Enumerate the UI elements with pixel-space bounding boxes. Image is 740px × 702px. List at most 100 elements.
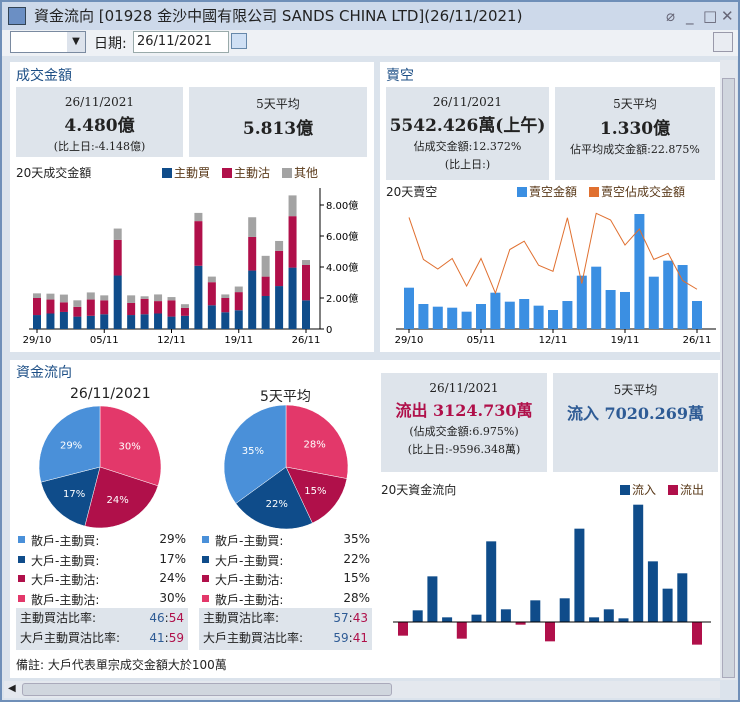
bar-主動沽 (302, 264, 310, 301)
short-bar (576, 275, 587, 329)
short-bar (677, 265, 688, 329)
short-bar (504, 301, 515, 329)
pie-slice-label: 24% (107, 495, 129, 506)
scroll-left-icon[interactable]: ◀ (8, 683, 16, 694)
legend-swatch (202, 594, 209, 602)
legend-label: 散戶-主動沽: (31, 592, 100, 607)
short-legend: 賣空金額 賣空佔成交金額 (517, 183, 685, 200)
bar-主動買 (46, 313, 55, 329)
bar-主動沽 (207, 282, 216, 306)
pie-slice-散戶-主動沽 (285, 404, 349, 479)
turnover-chart: 0 2.00億 4.00億 6.00億 8.00億 29/10 05/11 12/11 19/1… (23, 188, 358, 346)
short-bar (404, 287, 414, 329)
maximize-icon[interactable]: □ (703, 7, 718, 25)
turnover-avg-label: 5天平均 (256, 97, 300, 111)
flow-chart-title: 20天資金流向 (381, 483, 457, 497)
bar-其他 (288, 195, 297, 217)
short-bar (490, 292, 501, 329)
legend-swatch (18, 594, 25, 602)
bar-其他 (113, 228, 122, 240)
turnover-title: 成交金額 (16, 68, 72, 84)
bar-主動買 (33, 315, 41, 329)
calendar-icon[interactable] (231, 33, 247, 49)
bar-主動買 (73, 316, 82, 329)
legend-inflow: 流入 (620, 481, 656, 498)
settings-icon[interactable] (713, 32, 733, 52)
stock-select[interactable]: ▼ (10, 31, 86, 53)
flow-chart (393, 504, 711, 645)
x-tick-label: 26/11 (292, 335, 321, 346)
inflow-bar (603, 609, 614, 622)
ratio-buy: 57 (333, 611, 349, 625)
vertical-scrollbar[interactable] (720, 60, 737, 680)
legend-label: 大戶-主動沽: (215, 573, 284, 587)
bar-其他 (248, 217, 257, 237)
legend-swatch (18, 555, 25, 563)
pie-legend-item: 大戶-主動沽: 24% (16, 571, 186, 588)
x-tick-label: 26/11 (683, 335, 712, 346)
big-ratio-sell: 41 (352, 631, 368, 645)
bar-主動買 (113, 275, 122, 329)
big-ratio-sell: 59 (168, 631, 184, 645)
short-today-box: 26/11/2021 5542.426萬(上午) 佔成交金額:12.372% (… (386, 87, 549, 180)
bar-主動買 (86, 315, 95, 329)
pie-slice-大戶-主動買 (40, 466, 101, 527)
short-bar (461, 311, 472, 329)
short-bar (447, 307, 458, 329)
legend-value: 24% (159, 571, 186, 585)
legend-value: 15% (343, 571, 370, 585)
y-tick-label: 6.00億 (326, 230, 358, 243)
outflow-bar (456, 622, 467, 639)
bar-其他 (46, 293, 55, 300)
ratio-label: 主動買沽比率: (20, 611, 97, 625)
turnover-today-box: 26/11/2021 4.480億 (比上日:-4.148億) (16, 87, 183, 157)
bar-主動買 (100, 314, 109, 329)
turnover-value: 4.480億 (64, 116, 135, 136)
chevron-down-icon[interactable]: ▼ (67, 32, 85, 52)
minimize-icon[interactable]: _ (686, 7, 694, 25)
turnover-chart-title: 20天成交金額 (16, 166, 92, 180)
bar-主動買 (167, 316, 176, 329)
short-bar (663, 260, 674, 329)
horizontal-scrollbar[interactable]: ◀ (4, 681, 720, 698)
date-label: 日期: (94, 36, 127, 52)
pie-slice-label: 17% (63, 489, 85, 500)
outflow-bar (398, 622, 408, 636)
vertical-scroll-thumb[interactable] (722, 78, 735, 678)
close-icon[interactable]: ✕ (721, 7, 734, 25)
pie2-chart: 28% 15% 22% 35% (223, 404, 349, 530)
pie1-ratio-box: 主動買沽比率: 46:54 大戶主動買沽比率: 41:59 (16, 608, 188, 650)
title-bar: 資金流向 [01928 金沙中國有限公司 SANDS CHINA LTD](26… (2, 2, 738, 30)
bar-主動沽 (86, 299, 95, 316)
x-tick-label: 05/11 (467, 335, 496, 346)
horizontal-scroll-thumb[interactable] (22, 683, 392, 696)
flow-avg-label: 5天平均 (613, 383, 658, 397)
legend-value: 28% (343, 590, 370, 605)
short-change: (比上日:) (444, 158, 491, 171)
flow-today-box: 26/11/2021 流出 3124.730萬 (佔成交金額:6.975%) (… (381, 373, 547, 472)
short-pct: 佔成交金額:12.372% (413, 140, 522, 153)
bar-其他 (207, 276, 216, 283)
flow-title: 資金流向 (16, 365, 72, 381)
bar-主動買 (207, 305, 216, 329)
bar-其他 (275, 240, 284, 251)
pie-slice-label: 15% (304, 486, 326, 497)
date-input[interactable]: 26/11/2021 (133, 31, 229, 53)
flow-value: 流出 3124.730萬 (395, 401, 533, 420)
legend-swatch (18, 536, 25, 543)
flow-avg-box: 5天平均 流入 7020.269萬 (553, 373, 718, 472)
attach-icon[interactable]: ⌀ (666, 7, 676, 25)
short-avg-label: 5天平均 (613, 97, 657, 111)
pie-legend-item: 大戶-主動買: 17% (16, 552, 186, 569)
outflow-bar (515, 622, 526, 625)
bar-主動沽 (167, 300, 176, 317)
legend-swatch (202, 575, 209, 582)
short-bar (634, 214, 645, 329)
pie-slice-label: 29% (60, 441, 82, 452)
inflow-bar (662, 588, 673, 622)
x-tick-label: 12/11 (539, 335, 568, 346)
bar-其他 (154, 294, 163, 302)
bar-其他 (33, 293, 41, 298)
x-tick-label: 12/11 (157, 335, 186, 346)
legend-short-amount: 賣空金額 (517, 183, 577, 200)
